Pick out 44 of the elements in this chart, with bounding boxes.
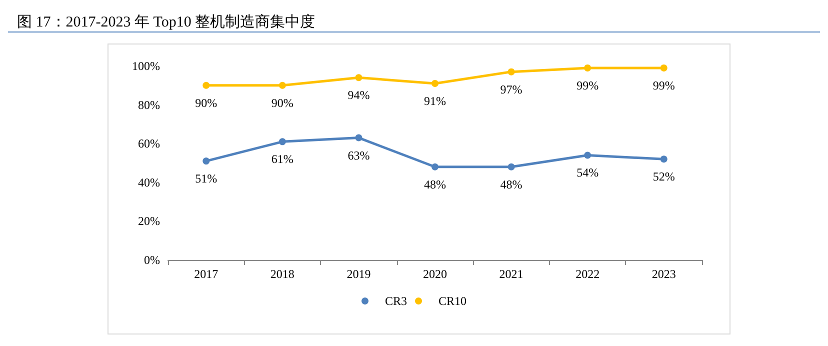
point	[432, 163, 438, 170]
x-tick-label: 2022	[576, 267, 600, 281]
point	[432, 80, 438, 87]
data-label: 97%	[500, 82, 522, 96]
point	[355, 74, 362, 82]
y-tick-label: 80%	[138, 98, 160, 112]
data-label: 48%	[500, 177, 522, 192]
data-label: 91%	[424, 94, 446, 108]
point	[202, 158, 210, 165]
point	[278, 138, 286, 146]
data-label: 90%	[195, 96, 218, 110]
x-tick-label: 2018	[270, 267, 294, 281]
data-label: 48%	[424, 177, 446, 192]
data-label: 61%	[271, 152, 294, 166]
point	[584, 64, 592, 72]
point	[660, 64, 668, 72]
data-label: 52%	[652, 170, 675, 184]
legend-label: CR10	[438, 294, 467, 308]
point	[508, 163, 515, 170]
point	[278, 82, 286, 89]
y-tick-label: 0%	[144, 253, 160, 267]
data-label: 94%	[348, 88, 370, 102]
legend-label: CR3	[384, 294, 408, 308]
point	[584, 152, 592, 159]
point	[660, 156, 668, 163]
data-label: 99%	[652, 78, 675, 92]
data-label: 90%	[271, 96, 294, 110]
data-label: 54%	[576, 166, 599, 180]
x-tick-label: 2017	[194, 267, 218, 281]
y-tick-label: 100%	[132, 59, 160, 73]
y-tick-label: 60%	[138, 136, 160, 151]
point	[508, 68, 515, 76]
x-tick-label: 2023	[652, 267, 676, 281]
point	[202, 82, 210, 89]
x-tick-label: 2021	[499, 267, 524, 281]
x-tick-label: 2019	[346, 267, 371, 281]
point	[355, 134, 362, 142]
data-label: 51%	[195, 172, 218, 186]
x-tick-label: 2020	[423, 267, 447, 281]
y-tick-label: 20%	[138, 214, 160, 228]
y-tick-label: 40%	[138, 175, 160, 190]
data-label: 63%	[348, 148, 370, 162]
data-label: 99%	[576, 78, 599, 92]
chart-title: 图 17：2017-2023 年 Top10 整机制造商集中度	[17, 14, 316, 30]
